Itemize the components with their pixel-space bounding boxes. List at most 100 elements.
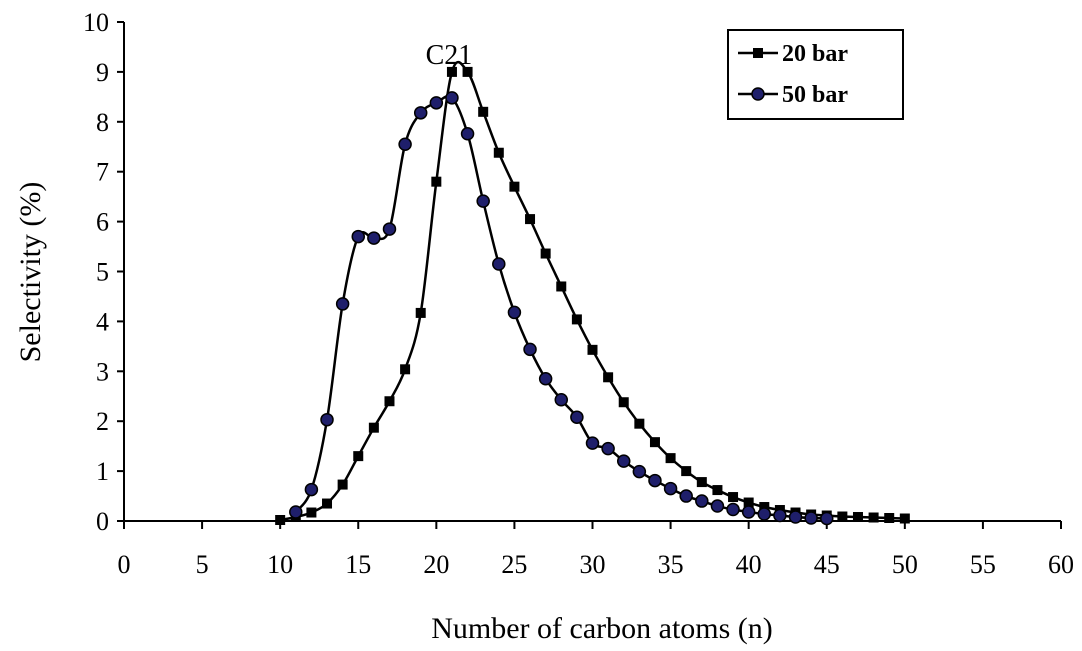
data-point-square <box>696 477 707 488</box>
y-tick-label: 9 <box>96 58 109 87</box>
data-point-circle <box>570 410 584 424</box>
data-point-square <box>431 176 442 187</box>
data-point-square <box>493 147 504 158</box>
data-point-square <box>868 512 879 523</box>
data-point-square <box>540 248 551 259</box>
data-point-square <box>368 422 379 433</box>
axes <box>117 21 1062 529</box>
data-point-circle <box>460 127 475 141</box>
data-point-circle <box>788 510 803 524</box>
data-point-circle <box>804 511 818 525</box>
peak-annotation: C21 <box>426 40 473 71</box>
y-axis-title: Selectivity (%) <box>14 182 47 363</box>
series-group <box>275 60 910 526</box>
x-tick-label: 25 <box>501 550 527 579</box>
data-point-square <box>446 66 457 77</box>
data-point-circle <box>741 505 756 519</box>
data-point-circle <box>820 511 834 526</box>
data-point-circle <box>398 137 412 152</box>
x-tick-label: 15 <box>345 550 371 579</box>
x-tick-label: 5 <box>196 550 209 579</box>
data-point-circle <box>773 508 787 523</box>
data-point-circle <box>382 222 397 236</box>
y-tick-label: 10 <box>83 8 109 37</box>
y-tick-label: 3 <box>96 357 109 386</box>
data-point-circle <box>726 502 740 517</box>
series-20-bar <box>275 60 910 526</box>
data-point-square <box>681 466 692 477</box>
data-point-circle <box>601 441 615 456</box>
data-point-square <box>400 364 411 375</box>
data-point-square <box>634 418 645 429</box>
x-tick-label: 10 <box>267 550 293 579</box>
data-point-square <box>603 372 614 383</box>
data-point-circle <box>351 229 365 244</box>
x-tick-label: 20 <box>423 550 449 579</box>
legend-label: 50 bar <box>782 82 848 108</box>
x-tick-label: 45 <box>814 550 840 579</box>
data-point-square <box>353 451 364 462</box>
y-tick-label: 7 <box>96 158 109 187</box>
data-point-square <box>899 513 910 524</box>
x-tick-label: 55 <box>970 550 996 579</box>
y-tick-label: 1 <box>96 457 109 486</box>
x-tick-label: 30 <box>580 550 606 579</box>
data-point-circle <box>289 505 303 519</box>
data-point-circle <box>663 481 678 496</box>
data-point-square <box>525 214 536 225</box>
data-point-circle <box>523 342 537 357</box>
y-tick-label: 8 <box>96 108 109 137</box>
data-point-circle <box>679 489 693 503</box>
data-point-square <box>852 512 863 523</box>
data-point-square <box>571 314 582 325</box>
data-point-square <box>337 479 348 490</box>
data-point-square <box>884 513 895 524</box>
y-tick-label: 2 <box>96 407 109 436</box>
data-point-square <box>587 344 598 355</box>
data-point-circle <box>445 91 459 105</box>
data-point-square <box>837 511 848 522</box>
x-tick-label: 0 <box>118 550 131 579</box>
data-point-circle <box>632 464 647 479</box>
data-point-square <box>728 492 739 503</box>
data-point-circle <box>476 194 490 208</box>
data-point-circle <box>648 473 662 488</box>
y-tick-label: 6 <box>96 208 109 237</box>
y-tick-label: 4 <box>96 307 109 336</box>
series-50-bar <box>289 91 834 526</box>
data-point-square <box>556 281 567 292</box>
data-point-square <box>306 507 317 518</box>
data-point-square <box>759 502 770 513</box>
data-point-square <box>275 515 286 526</box>
data-point-circle <box>695 494 709 508</box>
data-point-square <box>743 497 754 508</box>
data-point-circle <box>304 482 319 497</box>
data-point-circle <box>757 507 772 521</box>
data-point-circle <box>429 96 444 110</box>
data-point-circle <box>585 436 600 450</box>
x-tick-label: 50 <box>892 550 918 579</box>
legend-marker-square <box>753 48 763 58</box>
data-point-circle <box>616 454 631 468</box>
data-point-circle <box>320 412 334 427</box>
data-point-square <box>712 485 723 496</box>
legend: 20 bar 50 bar <box>727 29 904 120</box>
data-point-circle <box>492 257 506 271</box>
data-point-circle <box>710 499 725 513</box>
data-point-square <box>665 453 676 464</box>
data-point-circle <box>413 106 428 120</box>
data-point-square <box>478 106 489 117</box>
data-point-square <box>415 307 426 318</box>
x-axis-title: Number of carbon atoms (n) <box>431 612 773 645</box>
data-point-circle <box>507 305 522 320</box>
legend-box <box>727 29 904 120</box>
series-line <box>294 94 827 520</box>
series-line <box>279 60 905 522</box>
legend-label: 20 bar <box>782 41 848 67</box>
data-point-square <box>384 396 395 407</box>
x-tick-label: 40 <box>736 550 762 579</box>
y-tick-label: 0 <box>96 507 109 536</box>
data-point-square <box>462 66 473 77</box>
x-tick-label: 60 <box>1048 550 1074 579</box>
